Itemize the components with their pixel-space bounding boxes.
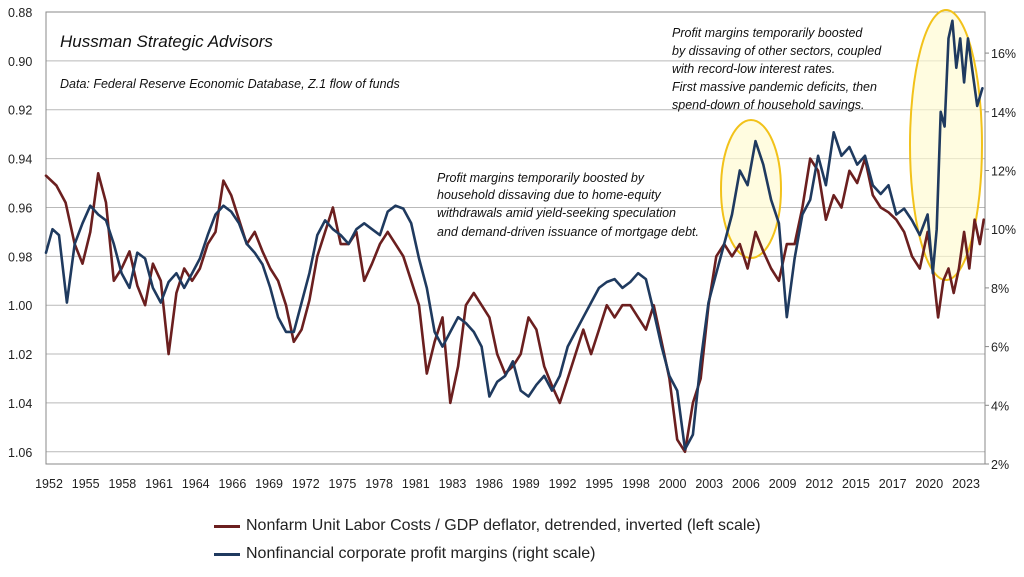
x-axis-tick-label: 2020 [915, 477, 943, 491]
x-axis-tick-label: 1981 [402, 477, 430, 491]
x-axis-tick-label: 1983 [439, 477, 467, 491]
series-line-labor-costs [44, 157, 986, 454]
left-axis-tick-label: 1.06 [8, 446, 32, 460]
left-axis-tick-label: 0.90 [8, 55, 32, 69]
series-layer [44, 19, 986, 454]
right-axis-tick-label: 2% [991, 458, 1009, 472]
highlight-ellipse-2006 [720, 119, 782, 259]
x-axis-tick-label: 2003 [695, 477, 723, 491]
left-axis-tick-label: 0.88 [8, 6, 32, 20]
x-axis-tick-label: 1975 [329, 477, 357, 491]
annotation-2020s-line: by dissaving of other sectors, coupled [672, 44, 882, 58]
x-axis-tick-label: 1972 [292, 477, 320, 491]
x-axis-tick-label: 1955 [72, 477, 100, 491]
x-axis-tick-label: 1961 [145, 477, 173, 491]
x-axis-tick-label: 2012 [805, 477, 833, 491]
right-axis-tick-label: 12% [991, 164, 1016, 178]
right-axis-tick-label: 14% [991, 106, 1016, 120]
right-axis-tick-label: 10% [991, 223, 1016, 237]
right-axis-tick-label: 4% [991, 399, 1009, 413]
x-axis-tick-label: 2009 [769, 477, 797, 491]
left-axis-tick-label: 0.96 [8, 201, 32, 215]
x-axis-tick-label: 1958 [108, 477, 136, 491]
annotation-2020s: Profit margins temporarily boosted by di… [672, 26, 882, 112]
annotation-2020s-line: First massive pandemic deficits, then [672, 80, 877, 94]
x-axis-tick-label: 2015 [842, 477, 870, 491]
right-axis-tick-label: 16% [991, 47, 1016, 61]
right-axis-tick-label: 6% [991, 341, 1009, 355]
left-axis-tick-label: 0.92 [8, 104, 32, 118]
x-axis-tick-label: 1969 [255, 477, 283, 491]
x-axis-tick-label: 2017 [879, 477, 907, 491]
legend-label-labor-costs: Nonfarm Unit Labor Costs / GDP deflator,… [246, 517, 761, 534]
x-axis-tick-label: 1952 [35, 477, 63, 491]
annotation-2020s-line: with record-low interest rates. [672, 62, 835, 76]
left-axis-tick-label: 0.94 [8, 153, 32, 167]
annotation-2000s-line: and demand-driven issuance of mortgage d… [437, 225, 699, 239]
x-axis-tick-label: 1998 [622, 477, 650, 491]
x-axis-tick-label: 1986 [475, 477, 503, 491]
annotation-2000s-line: Profit margins temporarily boosted by [437, 171, 645, 185]
legend-label-profit-margins: Nonfinancial corporate profit margins (r… [246, 545, 596, 562]
legend-item-labor-costs: Nonfarm Unit Labor Costs / GDP deflator,… [214, 512, 761, 540]
annotation-2020s-line: spend-down of household savings. [672, 98, 865, 112]
left-axis-tick-label: 0.98 [8, 250, 32, 264]
x-axis-tick-label: 1989 [512, 477, 540, 491]
left-axis-tick-label: 1.02 [8, 348, 32, 362]
left-axis-ticks: 0.88 0.90 0.92 0.94 0.96 0.98 1.00 1.02 1.04 1.06 [8, 6, 32, 460]
chart: 0.88 0.90 0.92 0.94 0.96 0.98 1.00 1.02 1.04 1.06… [8, 6, 1016, 491]
x-axis-tick-label: 1966 [218, 477, 246, 491]
x-axis-tick-label: 1992 [549, 477, 577, 491]
right-axis-tick-label: 8% [991, 282, 1009, 296]
legend-swatch-profit-margins [214, 552, 240, 556]
legend-item-profit-margins: Nonfinancial corporate profit margins (r… [214, 540, 761, 568]
x-axis-tick-label: 1964 [182, 477, 210, 491]
right-axis-ticks: 2% 4% 6% 8% 10% 12% 14% 16% [985, 47, 1016, 472]
plot-area-border [45, 11, 986, 465]
chart-title: Hussman Strategic Advisors [60, 32, 273, 51]
annotation-2000s-line: withdrawals amid yield-seeking speculati… [437, 206, 676, 220]
x-axis-tick-label: 2023 [952, 477, 980, 491]
left-axis-tick-label: 1.00 [8, 299, 32, 313]
x-axis-tick-label: 2000 [659, 477, 687, 491]
annotation-2000s-line: household dissaving due to home-equity [437, 188, 662, 202]
annotation-2020s-line: Profit margins temporarily boosted [672, 26, 863, 40]
annotation-2000s: Profit margins temporarily boosted by ho… [437, 171, 699, 239]
legend-swatch-labor-costs [214, 524, 240, 528]
left-axis-tick-label: 1.04 [8, 397, 32, 411]
chart-subtitle: Data: Federal Reserve Economic Database,… [60, 77, 400, 91]
legend: Nonfarm Unit Labor Costs / GDP deflator,… [214, 512, 761, 568]
series-line-profit-margins [44, 19, 984, 451]
x-axis-tick-label: 2006 [732, 477, 760, 491]
x-axis-tick-label: 1995 [585, 477, 613, 491]
x-axis-ticks: 1952 1955 1958 1961 1964 1966 1969 1972 1975 1978… [35, 477, 980, 491]
x-axis-tick-label: 1978 [365, 477, 393, 491]
